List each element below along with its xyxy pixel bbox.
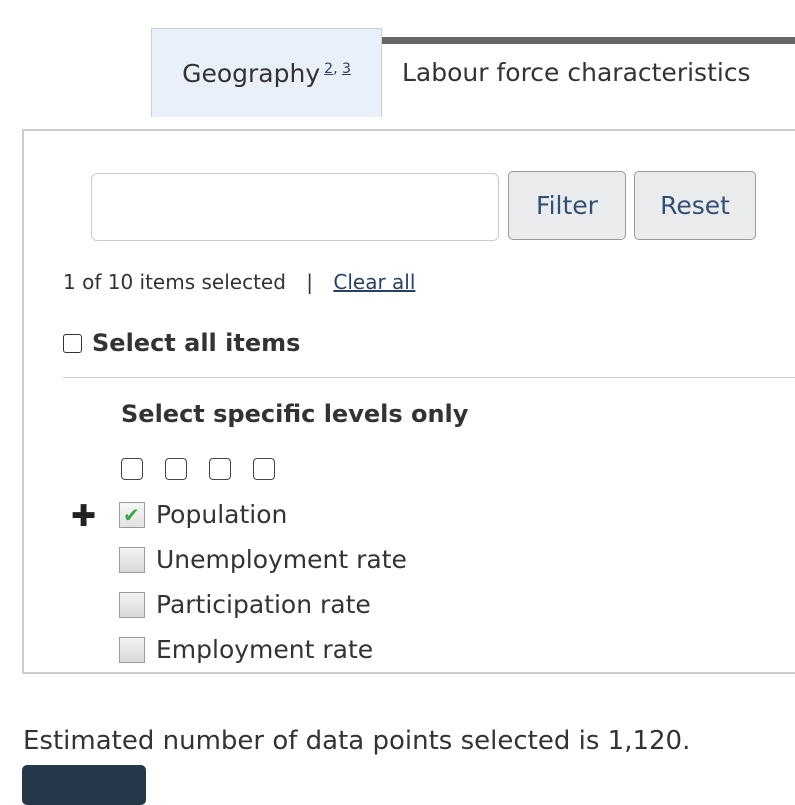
tab-geography[interactable]: Geography 2, 3 xyxy=(151,28,382,117)
item-label: Participation rate xyxy=(156,590,371,619)
population-checkbox[interactable]: ✔ xyxy=(119,501,145,528)
clear-all-link[interactable]: Clear all xyxy=(333,270,416,294)
tab-geography-label: Geography xyxy=(182,58,321,88)
participation-rate-checkbox[interactable] xyxy=(119,591,145,618)
tab-labour-force-characteristics[interactable]: Labour force characteristics xyxy=(402,58,751,87)
select-all-items[interactable]: Select all items xyxy=(63,329,300,357)
selection-count: 1 of 10 items selected xyxy=(63,270,286,294)
level-2-checkbox[interactable] xyxy=(165,458,187,480)
levels-heading: Select specific levels only xyxy=(121,400,469,428)
data-points-estimate: Estimated number of data points selected… xyxy=(23,726,691,756)
filter-input[interactable] xyxy=(91,173,499,241)
footnote-link-2[interactable]: 2 xyxy=(324,61,334,77)
level-checkboxes xyxy=(121,458,275,480)
list-item-participation-rate[interactable]: Participation rate xyxy=(119,590,371,619)
summary-separator: | xyxy=(306,270,314,294)
footnote-link-3[interactable]: 3 xyxy=(341,61,351,77)
divider xyxy=(63,377,795,378)
footnote-links: 2, 3 xyxy=(324,61,351,77)
selection-summary: 1 of 10 items selected | Clear all xyxy=(63,270,415,294)
list-item-unemployment-rate[interactable]: Unemployment rate xyxy=(119,545,407,574)
list-item-employment-rate[interactable]: Employment rate xyxy=(119,635,373,664)
list-item-population[interactable]: ✔ Population xyxy=(119,500,287,529)
item-label: Unemployment rate xyxy=(156,545,407,574)
level-1-checkbox[interactable] xyxy=(121,458,143,480)
reset-button[interactable]: Reset xyxy=(634,171,756,240)
select-all-checkbox[interactable] xyxy=(63,333,82,353)
level-4-checkbox[interactable] xyxy=(253,458,275,480)
check-icon: ✔ xyxy=(123,502,140,527)
employment-rate-checkbox[interactable] xyxy=(119,636,145,663)
select-all-label: Select all items xyxy=(92,329,301,357)
expand-plus-icon[interactable]: ✚ xyxy=(71,499,97,534)
tab-strip-bar xyxy=(382,37,795,44)
item-label: Population xyxy=(156,500,288,529)
level-3-checkbox[interactable] xyxy=(209,458,231,480)
unemployment-rate-checkbox[interactable] xyxy=(119,546,145,573)
item-label: Employment rate xyxy=(156,635,374,664)
apply-button[interactable] xyxy=(22,765,146,805)
filter-button[interactable]: Filter xyxy=(508,171,626,240)
